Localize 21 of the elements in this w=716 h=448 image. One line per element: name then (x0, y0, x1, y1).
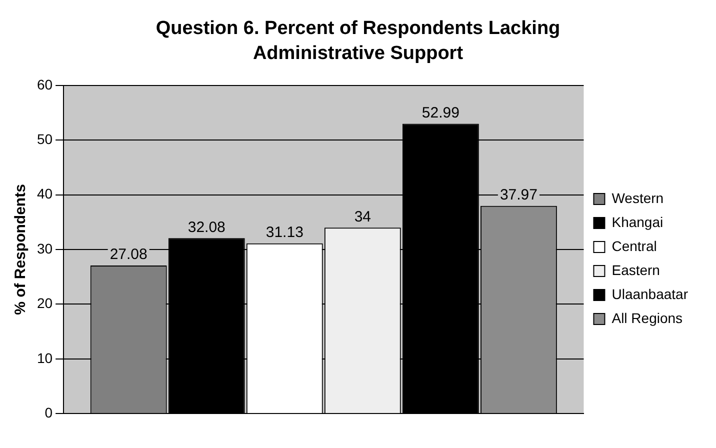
data-label: 34 (354, 208, 372, 226)
data-label: 37.97 (500, 186, 538, 204)
data-label: 52.99 (422, 104, 460, 122)
y-tick-label: 60 (36, 76, 53, 92)
y-tick-label: 30 (36, 240, 53, 256)
legend-label: Ulaanbaatar (612, 286, 688, 302)
legend-label: All Regions (612, 310, 683, 326)
data-label: 32.08 (188, 218, 226, 236)
y-tick-label: 10 (36, 350, 53, 366)
y-axis-title: % of Respondents (12, 184, 30, 315)
legend-label: Central (612, 238, 657, 254)
data-label: 31.13 (266, 224, 304, 241)
legend-label: Western (612, 190, 664, 206)
legend-label: Khangai (612, 214, 664, 230)
y-tick-label: 40 (36, 186, 53, 202)
y-tick-label: 20 (36, 295, 53, 312)
chart-title: Question 6. Percent of Respondents Lacking Administrative Support (154, 17, 562, 66)
data-label: 27.08 (110, 246, 148, 264)
legend-label: Eastern (612, 262, 660, 278)
y-tick-label: 0 (44, 404, 53, 420)
y-tick-label: 50 (36, 130, 53, 147)
